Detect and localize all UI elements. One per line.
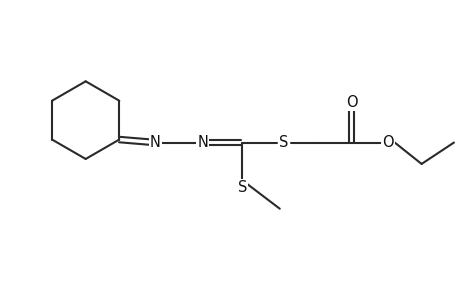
Text: N: N <box>197 135 207 150</box>
Text: O: O <box>345 95 357 110</box>
Text: S: S <box>279 135 288 150</box>
Text: O: O <box>381 135 393 150</box>
Text: S: S <box>237 180 246 195</box>
Text: N: N <box>150 135 161 150</box>
